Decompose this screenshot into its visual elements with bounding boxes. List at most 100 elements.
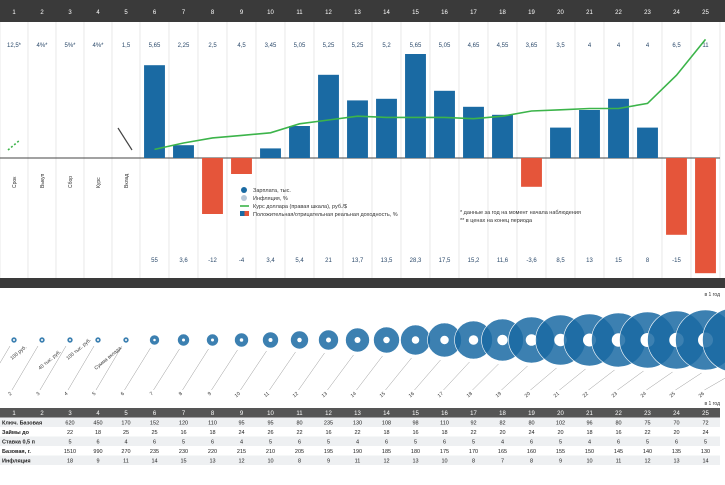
table-cell: 110 <box>440 421 449 427</box>
bottom-value-label: 5,4 <box>295 258 304 264</box>
top-value-label: 3,65 <box>526 43 538 49</box>
table-cell: 18 <box>209 430 215 436</box>
table-cell: 24 <box>702 430 708 436</box>
positive-bar <box>492 115 513 158</box>
table-cell: 14 <box>702 459 708 465</box>
negative-bar <box>666 158 687 235</box>
table-cell: 180 <box>411 449 420 455</box>
bubble-leader <box>212 350 238 390</box>
table-row-label: Ставка 0,5 п <box>2 440 35 446</box>
top-value-label: 3,45 <box>265 43 277 49</box>
table-row-label: Займы до <box>2 429 30 436</box>
table-cell: 195 <box>324 449 333 455</box>
table-cell: 98 <box>412 421 418 427</box>
table-header-cell: 19 <box>528 411 535 417</box>
table-cell: 22 <box>67 430 73 436</box>
bottom-value-label: 11,6 <box>497 258 509 264</box>
table-cell: 24 <box>528 430 534 436</box>
bubble-leader <box>444 362 470 390</box>
bottom-value-label: 13 <box>586 258 593 264</box>
table-cell: 10 <box>586 459 592 465</box>
table-cell: 13 <box>412 459 418 465</box>
bubble-corner-label: в 1 год <box>704 292 720 298</box>
positive-bar <box>260 148 281 158</box>
table-corner-label: в 1 год <box>704 401 720 407</box>
legend-label: Положительная/отрицательная реальная дох… <box>253 212 398 218</box>
bubble-leader <box>125 348 151 390</box>
table-cell: 130 <box>353 421 362 427</box>
header-label: 23 <box>644 10 651 16</box>
bubble-label: 20 <box>524 391 532 399</box>
table-header-cell: 24 <box>673 411 680 417</box>
table-cell: 205 <box>295 449 304 455</box>
bubble-leader <box>676 373 702 390</box>
header-label: 12 <box>325 10 332 16</box>
negative-bar <box>521 158 542 187</box>
bottom-value-label: 21 <box>325 258 332 264</box>
bubble-label: 26 <box>698 391 706 399</box>
bubble-center <box>269 338 273 342</box>
table-cell: 11 <box>355 459 361 465</box>
bubble-leader <box>647 372 673 390</box>
legend-swatch <box>240 211 245 216</box>
bubble-center <box>153 339 156 342</box>
table-cell: 20 <box>673 430 679 436</box>
positive-bar <box>405 54 426 158</box>
table-cell: 5 <box>327 440 330 446</box>
table-cell: 6 <box>530 440 533 446</box>
table-header-cell: 21 <box>586 411 593 417</box>
positive-bar <box>318 75 339 158</box>
table-cell: 5 <box>559 440 562 446</box>
table-cell: 6 <box>675 440 678 446</box>
top-value-label: 4 <box>588 43 592 49</box>
table-cell: 190 <box>353 449 362 455</box>
legend-swatch <box>241 187 247 193</box>
table-cell: 20 <box>557 430 563 436</box>
bubble-leader <box>299 353 325 390</box>
table-cell: 230 <box>179 449 188 455</box>
bubble-label: 18 <box>466 391 474 399</box>
bottom-value-label: -4 <box>239 258 245 264</box>
table-cell: 70 <box>673 421 679 427</box>
bubble-center <box>497 335 508 346</box>
bubble-leader <box>705 375 725 390</box>
header-label: 14 <box>383 10 390 16</box>
header-label: 20 <box>557 10 564 16</box>
table-cell: 5 <box>68 440 71 446</box>
bubble-leader <box>531 368 557 390</box>
table-cell: 25 <box>123 430 129 436</box>
table-cell: 18 <box>441 430 447 436</box>
table-header-cell: 20 <box>557 411 564 417</box>
table-cell: 8 <box>472 459 475 465</box>
top-value-label: 5,05 <box>439 43 451 49</box>
table-cell: 210 <box>266 449 275 455</box>
bottom-value-label: 17,5 <box>439 258 451 264</box>
bottom-value-label: 13,7 <box>352 258 364 264</box>
table-cell: 5 <box>704 440 707 446</box>
table-cell: 82 <box>499 421 505 427</box>
left-column-note: Сбор <box>68 176 74 188</box>
header-label: 11 <box>296 10 303 16</box>
table-cell: 9 <box>327 459 330 465</box>
header-label: 24 <box>673 10 680 16</box>
table-cell: 9 <box>96 459 99 465</box>
bottom-value-label: 55 <box>151 258 158 264</box>
table-cell: 18 <box>383 430 389 436</box>
header-label: 21 <box>586 10 593 16</box>
bubble-label: 23 <box>611 391 619 399</box>
bubble-center <box>469 335 479 345</box>
bubble-label: 7 <box>149 391 155 398</box>
table-cell: 26 <box>267 430 273 436</box>
table-cell: 4 <box>356 440 359 446</box>
table-cell: 8 <box>530 459 533 465</box>
legend-label: Курс доллара (правая шкала), руб./$ <box>253 204 347 210</box>
bubble-label: 12 <box>292 391 300 399</box>
bubble-label: 16 <box>408 391 416 399</box>
table-header-cell: 22 <box>615 411 622 417</box>
table-cell: 12 <box>644 459 650 465</box>
table-cell: 220 <box>208 449 217 455</box>
bubble-leader <box>241 351 267 390</box>
legend-label: Инфляция, % <box>253 196 288 202</box>
table-cell: 16 <box>615 430 621 436</box>
